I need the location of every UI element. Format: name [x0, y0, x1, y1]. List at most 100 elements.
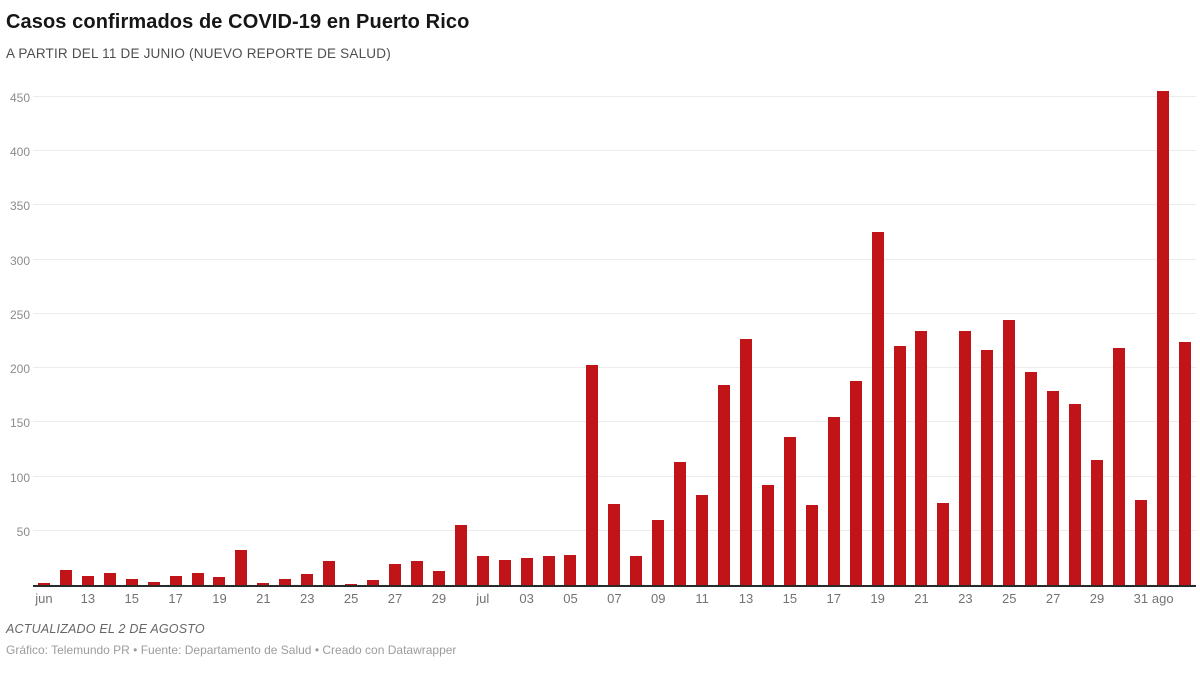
bar	[367, 579, 380, 585]
x-axis-label-empty	[713, 591, 735, 607]
bar-slot	[406, 87, 428, 585]
bar	[1112, 348, 1125, 585]
x-axis-label-empty	[669, 591, 691, 607]
bar-slot	[252, 87, 274, 585]
x-axis-label-ago: ago	[1151, 591, 1174, 606]
bar-slot	[494, 87, 516, 585]
x-axis-label-13: 13	[80, 591, 96, 606]
x-axis-label-jul: jul	[476, 591, 490, 606]
x-axis-label-19: 19	[212, 591, 227, 606]
gridline-200	[33, 367, 1196, 368]
y-axis-label-250: 250	[9, 307, 30, 322]
plot-area	[33, 87, 1196, 587]
x-axis-label-empty	[318, 591, 340, 607]
x-axis-label-empty	[889, 591, 911, 607]
x-axis-label-empty	[99, 591, 121, 607]
x-axis-label-empty	[55, 591, 77, 607]
bar	[915, 331, 928, 585]
bar-slot	[845, 87, 867, 585]
bar-slot	[976, 87, 998, 585]
bar-slot	[1152, 87, 1174, 585]
x-axis-label-17: 17	[826, 591, 841, 606]
bar-slot	[823, 87, 845, 585]
bar-slot	[472, 87, 494, 585]
chart-card: Casos confirmados de COVID-19 en Puerto …	[6, 11, 1196, 657]
x-axis-label-05: 05	[563, 591, 578, 606]
bar-slot	[77, 87, 99, 585]
gridline-300	[33, 258, 1196, 260]
bar-slot	[932, 87, 954, 585]
bar	[783, 437, 796, 585]
bar	[520, 557, 533, 585]
bar-slot	[603, 87, 625, 585]
x-axis-label-empty	[757, 591, 779, 607]
bar	[454, 525, 467, 585]
x-axis-label-empty	[801, 591, 823, 607]
x-axis-label-empty	[1108, 591, 1130, 607]
bar	[586, 364, 599, 585]
bar	[1003, 320, 1016, 585]
bar-slot	[1130, 87, 1152, 585]
bar	[849, 381, 862, 585]
x-axis-label-13: 13	[738, 591, 754, 606]
bar-slot	[889, 87, 911, 585]
bar	[1134, 500, 1147, 585]
bar	[323, 561, 336, 585]
x-axis-label-15: 15	[124, 591, 139, 606]
bar	[191, 573, 204, 585]
x-axis-label-27: 27	[387, 591, 403, 606]
bar	[213, 577, 226, 585]
bar	[125, 578, 138, 585]
bar-slot	[801, 87, 823, 585]
bar-slot	[757, 87, 779, 585]
bar	[542, 555, 555, 585]
x-axis-label-empty	[274, 591, 296, 607]
bar-slot	[669, 87, 691, 585]
bar	[81, 576, 94, 585]
bar	[1069, 403, 1082, 585]
bar	[103, 573, 116, 585]
x-axis-label-15: 15	[782, 591, 798, 606]
gridline-450	[33, 95, 1196, 97]
bar-slot	[691, 87, 713, 585]
bar-slot	[1042, 87, 1064, 585]
bar-slot	[998, 87, 1020, 585]
bar	[301, 574, 314, 585]
bar	[1156, 91, 1169, 585]
bar	[169, 576, 182, 585]
bar-slot	[143, 87, 165, 585]
credits-line: Gráfico: Telemundo PR • Fuente: Departam…	[6, 643, 457, 657]
bar	[893, 346, 906, 585]
bar-slot	[165, 87, 187, 585]
y-axis-label-100: 100	[9, 470, 30, 485]
x-axis-label-29: 29	[431, 591, 447, 606]
y-axis-label-300: 300	[9, 253, 30, 268]
bar	[476, 555, 489, 585]
x-axis-label-empty	[187, 591, 209, 607]
x-axis-label-empty	[932, 591, 954, 607]
y-axis: 50 100 150 200 250 300 350 400 450	[6, 87, 30, 587]
bar-slot	[581, 87, 603, 585]
x-axis: jun 13 15 17 19 21 23 25 27 29 jul 03 05 07 09 11 13 15 17…	[33, 591, 1196, 607]
bar	[652, 519, 665, 585]
bar	[608, 503, 621, 585]
bar	[388, 564, 401, 585]
bar	[761, 485, 774, 585]
bar-slot	[735, 87, 757, 585]
bar-slot	[1064, 87, 1086, 585]
x-axis-label-31: 31	[1133, 591, 1149, 606]
bar	[1025, 372, 1038, 585]
gridline-100	[33, 475, 1196, 477]
bar	[235, 550, 248, 585]
bar-slot	[230, 87, 252, 585]
bar-slot	[99, 87, 121, 585]
bar	[279, 578, 292, 585]
bar	[1090, 460, 1103, 585]
x-axis-label-07: 07	[607, 591, 622, 606]
bar	[674, 462, 687, 585]
x-axis-label-11: 11	[695, 591, 709, 606]
bar	[410, 561, 423, 585]
bar	[257, 582, 270, 585]
y-axis-label-200: 200	[9, 362, 30, 376]
bar	[432, 570, 445, 585]
